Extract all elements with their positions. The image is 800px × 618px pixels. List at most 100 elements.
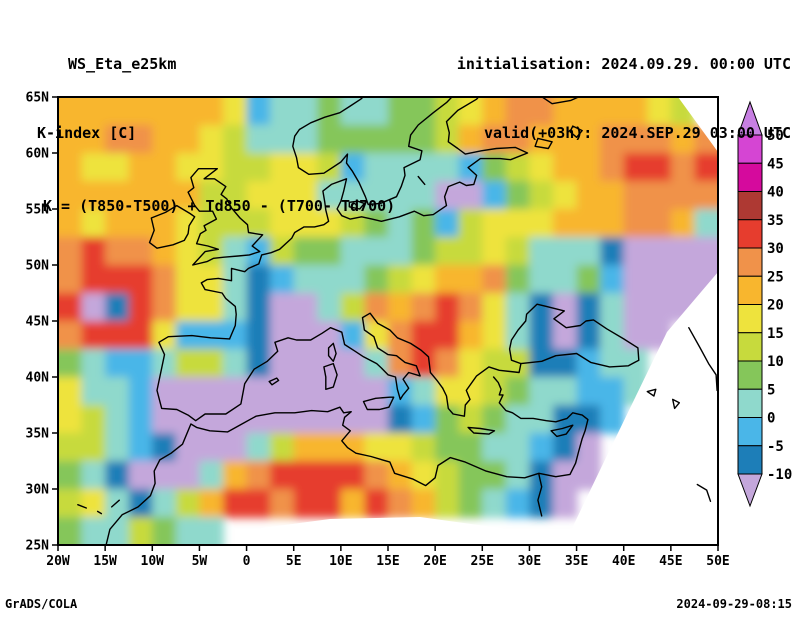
- y-tick-label: 50N: [26, 259, 50, 274]
- grid-cell: [505, 405, 531, 434]
- coastline-path: [348, 200, 366, 210]
- grid-cell: [505, 209, 531, 238]
- grid-cell: [505, 153, 531, 182]
- grid-cell: [270, 97, 295, 126]
- grid-cell: [175, 97, 201, 126]
- coastline-path: [323, 362, 338, 390]
- grid-cell: [388, 153, 413, 182]
- colorbar-label: 45: [767, 156, 784, 172]
- grid-cell: [175, 153, 201, 182]
- grid-cell: [576, 293, 602, 322]
- grid-cell: [600, 237, 625, 266]
- grid-cell: [647, 153, 672, 182]
- coastline-path: [329, 312, 444, 401]
- grid-cell: [317, 265, 342, 294]
- y-tick-label: 55N: [26, 203, 50, 218]
- grid-cell: [105, 377, 130, 406]
- grid-cell: [58, 209, 83, 238]
- grid-cell: [623, 125, 649, 154]
- grid-cell: [58, 433, 83, 462]
- grid-cell: [58, 377, 83, 406]
- grid-cell: [81, 321, 107, 350]
- y-tick-label: 65N: [26, 91, 50, 106]
- grid-cell: [623, 293, 649, 322]
- grid-cell: [435, 489, 460, 518]
- grid-cell: [199, 517, 224, 545]
- grid-cell: [128, 209, 154, 238]
- grid-cell: [340, 97, 366, 126]
- grid-cell: [482, 293, 507, 322]
- grid-cell: [152, 377, 177, 406]
- grid-cell: [576, 405, 602, 434]
- grid-cell: [529, 321, 554, 350]
- grid-cell: [58, 125, 83, 154]
- colorbar-segment: [737, 388, 763, 418]
- grid-cell: [81, 293, 107, 322]
- grid-cell: [364, 489, 389, 518]
- grid-cell: [293, 265, 319, 294]
- colorbar-segment: [737, 360, 763, 390]
- grid-cell: [58, 237, 83, 266]
- grid-cell: [128, 265, 154, 294]
- grid-cell: [58, 489, 83, 518]
- grid-cell: [458, 377, 484, 406]
- grid-cell: [458, 293, 484, 322]
- grid-cell: [58, 153, 83, 182]
- grid-cell: [105, 125, 130, 154]
- init-time-label: initialisation: 2024.09.29. 00:00 UTC: [456, 55, 791, 73]
- grid-cell: [223, 125, 248, 154]
- grid-cell: [152, 321, 177, 350]
- grid-cell: [270, 181, 295, 210]
- formula-text: K = (T850-T500) + Td850 - (T700- Td700): [43, 197, 396, 215]
- grid-cell: [199, 237, 224, 266]
- grid-cell: [505, 97, 531, 126]
- grid-cell: [317, 237, 342, 266]
- grid-cell: [435, 405, 460, 434]
- coastline-path: [688, 327, 718, 392]
- grid-cell: [81, 377, 107, 406]
- x-tick-label: 40E: [612, 554, 635, 569]
- grid-cell: [175, 349, 201, 378]
- grid-cell: [293, 321, 319, 350]
- grid-cell: [505, 433, 531, 462]
- grid-cell: [694, 153, 718, 182]
- grid-cell: [81, 517, 107, 545]
- grid-cell: [175, 293, 201, 322]
- grid-cell: [670, 265, 696, 294]
- grid-cell: [81, 237, 107, 266]
- grid-cell: [623, 321, 649, 350]
- grid-cell: [435, 433, 460, 462]
- grid-cell: [670, 181, 696, 210]
- grid-cell: [340, 489, 366, 518]
- grid-cell: [199, 433, 224, 462]
- grid-cell: [293, 237, 319, 266]
- coastline-path: [148, 204, 196, 249]
- grid-cell: [317, 125, 342, 154]
- grid-cell: [128, 97, 154, 126]
- grid-cell: [246, 349, 272, 378]
- grid-cell: [505, 461, 531, 490]
- grid-cell: [128, 153, 154, 182]
- grid-cell: [553, 489, 578, 518]
- grid-cell: [458, 461, 484, 490]
- grid-cell: [175, 377, 201, 406]
- grid-cell: [388, 97, 413, 126]
- grid-cell: [152, 209, 177, 238]
- grid-cell: [388, 181, 413, 210]
- grid-cell: [58, 405, 83, 434]
- grid-cell: [340, 237, 366, 266]
- page-title: WS_Eta_e25km: [68, 55, 177, 73]
- x-tick-label: 45E: [659, 554, 682, 569]
- grid-cell: [623, 237, 649, 266]
- grid-cell: [293, 181, 319, 210]
- colorbar-segment: [737, 332, 763, 362]
- colorbar-label: 40: [767, 185, 784, 201]
- grid-cell: [152, 181, 177, 210]
- grid-cell: [58, 97, 83, 126]
- grid-cell: [293, 489, 319, 518]
- coastline-path: [268, 377, 280, 386]
- grid-cell: [105, 405, 130, 434]
- colorbar-segment: [737, 304, 763, 334]
- coastline-path: [105, 376, 589, 545]
